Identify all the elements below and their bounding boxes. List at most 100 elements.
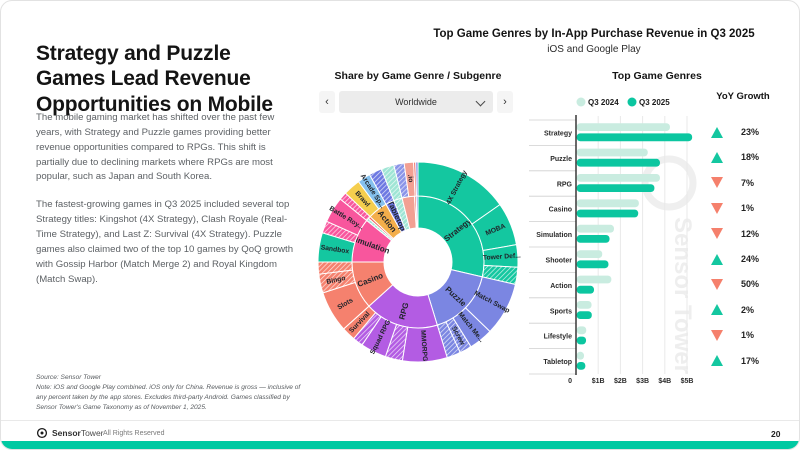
logo-ring-icon	[36, 427, 48, 439]
triangle-down-icon	[711, 228, 723, 240]
yoy-value: 1%	[741, 330, 755, 341]
yoy-value: 24%	[741, 254, 760, 264]
body-paragraph: The mobile gaming market has shifted ove…	[36, 112, 275, 183]
bars-heading: Top Game Genres	[612, 70, 702, 82]
bar-q3-2025-rpg	[576, 184, 655, 192]
stripe-overlay	[353, 312, 382, 345]
yoy-growth-column: 23% 18% 7% 1% 12% 24% 50% 2% 1% 17%	[703, 89, 793, 389]
sensor-tower-watermark: Sensor Tower	[641, 155, 697, 374]
stripe-overlay	[381, 164, 403, 201]
yoy-row-casino: 1%	[703, 201, 754, 215]
triangle-down-icon	[711, 202, 723, 214]
yoy-row-strategy: 23%	[703, 125, 759, 139]
genre-label-simulation: Simulation	[536, 232, 572, 239]
bar-q3-2024-lifestyle	[576, 326, 587, 335]
x-tick-1b: $1B	[592, 378, 605, 385]
stripe-overlay	[482, 265, 518, 285]
yoy-value: 18%	[741, 152, 760, 163]
chart-subtitle: iOS and Google Play	[547, 44, 641, 55]
sunburst-chart: StrategyPuzzleRPGCasinoSimulationActionT…	[317, 161, 521, 363]
inner-segment	[415, 195, 419, 229]
x-tick-4b: $4B	[658, 378, 671, 385]
bar-q3-2025-simulation	[576, 235, 610, 243]
watermark-text: Sensor Tower	[669, 217, 696, 374]
region-prev-button[interactable]: ‹	[319, 91, 335, 113]
chart-title: Top Game Genres by In-App Purchase Reven…	[433, 28, 755, 40]
bar-q3-2025-strategy	[576, 133, 693, 142]
yoy-value: 50%	[741, 279, 760, 290]
bar-q3-2025-shooter	[576, 260, 609, 269]
body-copy: The mobile gaming market has shifted ove…	[36, 111, 300, 300]
region-next-button[interactable]: ›	[497, 91, 513, 113]
io-label: .io	[406, 174, 414, 183]
outer-segment	[415, 161, 419, 197]
body-paragraph: The fastest-growing games in Q3 2025 inc…	[36, 199, 294, 285]
yoy-row-lifestyle: 1%	[703, 328, 754, 342]
bar-q3-2024-strategy	[576, 123, 670, 131]
bar-q3-2024-simulation	[576, 224, 614, 233]
genre-label-shooter: Shooter	[546, 258, 573, 265]
stripe-overlay	[393, 197, 410, 231]
region-dropdown-value: Worldwide	[395, 97, 437, 107]
bottom-accent-bar	[1, 441, 799, 449]
yoy-value: 23%	[741, 127, 760, 137]
triangle-down-icon	[711, 177, 723, 189]
note-line: Note: iOS and Google Play combined. iOS …	[36, 383, 301, 411]
chevron-right-icon: ›	[503, 96, 507, 108]
bar-q3-2024-sports	[576, 301, 592, 309]
yoy-row-action: 50%	[703, 277, 759, 291]
x-tick-2b: $2B	[614, 378, 627, 385]
stripe-overlay	[437, 321, 461, 358]
stripe-overlay	[340, 193, 371, 221]
genre-label-tabletop: Tabletop	[543, 359, 572, 366]
bar-q3-2025-tabletop	[576, 362, 586, 370]
chevron-down-icon	[475, 96, 486, 107]
bar-q3-2024-rpg	[576, 174, 660, 182]
region-dropdown[interactable]: Worldwide	[339, 91, 493, 113]
triangle-up-icon	[711, 253, 723, 265]
yoy-value: 2%	[741, 304, 755, 315]
x-tick-3b: $3B	[636, 378, 649, 385]
yoy-value: 7%	[741, 177, 755, 188]
brand-text: SensorTower	[52, 428, 104, 438]
stripe-overlay	[445, 317, 471, 353]
footnote: Source: Sensor Tower Note: iOS and Googl…	[36, 373, 310, 413]
genre-label-action: Action	[550, 283, 572, 290]
yoy-value: 17%	[741, 355, 760, 366]
bar-q3-2024-puzzle	[576, 148, 648, 157]
genre-label-lifestyle: Lifestyle	[544, 334, 573, 341]
yoy-row-puzzle: 18%	[703, 150, 759, 164]
bar-q3-2025-sports	[576, 311, 592, 319]
genre-label-sports: Sports	[550, 308, 572, 315]
bar-q3-2024-casino	[576, 199, 639, 208]
bingo-label: Bingo	[326, 275, 346, 286]
yoy-value: 1%	[741, 203, 755, 214]
legend-label-q3-2025: Q3 2025	[639, 98, 670, 107]
tower-def-label: Tower Def...	[483, 253, 521, 262]
genre-label-strategy: Strategy	[544, 131, 572, 138]
bar-q3-2025-puzzle	[576, 158, 660, 167]
triangle-up-icon	[711, 151, 723, 163]
rights-text: All Rights Reserved	[103, 430, 165, 437]
stripe-overlay	[385, 324, 408, 361]
watermark-ring-icon	[641, 155, 697, 211]
bar-chart: Q3 2024 Q3 2025 Strategy Puzzle RPG Casino Sim…	[529, 97, 693, 385]
yoy-growth-header: YoY Growth	[716, 91, 770, 102]
triangle-up-icon	[711, 126, 723, 138]
stripe-overlay	[369, 168, 394, 205]
legend-label-q3-2024: Q3 2024	[588, 98, 619, 107]
yoy-row-sports: 2%	[703, 303, 754, 317]
bar-q3-2025-casino	[576, 209, 639, 218]
legend-dot-q3-2025	[627, 97, 637, 107]
stripe-overlay	[318, 262, 353, 275]
sunburst-heading: Share by Game Genre / Subgenre	[334, 70, 502, 82]
yoy-row-tabletop: 17%	[703, 354, 759, 368]
triangle-up-icon	[711, 304, 723, 316]
triangle-down-icon	[711, 329, 723, 341]
triangle-up-icon	[711, 355, 723, 367]
footer-divider	[1, 420, 799, 421]
triangle-down-icon	[711, 278, 723, 290]
page-title: Strategy and Puzzle Games Lead Revenue O…	[36, 42, 273, 116]
rpg-label: RPG	[397, 301, 410, 320]
